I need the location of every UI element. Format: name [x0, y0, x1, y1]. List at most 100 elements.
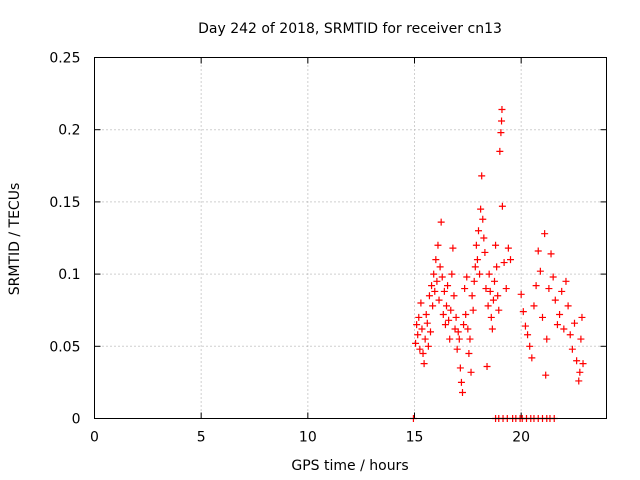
- data-point-marker: [444, 282, 452, 290]
- data-point-marker: [455, 335, 463, 343]
- data-point-marker: [507, 256, 514, 264]
- data-point-marker: [439, 311, 447, 319]
- chart-title: Day 242 of 2018, SRMTID for receiver cn1…: [198, 21, 502, 37]
- data-point-marker: [562, 277, 570, 285]
- data-point-marker: [575, 377, 583, 385]
- data-point-marker: [434, 241, 442, 249]
- data-point-marker: [577, 335, 585, 343]
- x-axis-label: GPS time / hours: [291, 458, 408, 474]
- data-point-marker: [576, 368, 584, 376]
- data-point-marker: [424, 342, 432, 350]
- data-point-marker: [475, 227, 482, 235]
- data-point-marker: [558, 287, 566, 295]
- data-point-marker: [414, 331, 422, 339]
- data-point-marker: [452, 313, 460, 321]
- data-point-marker: [427, 328, 434, 336]
- data-point-marker: [430, 270, 438, 278]
- data-point-marker: [421, 335, 429, 343]
- data-point-marker: [461, 285, 469, 293]
- data-point-marker: [477, 205, 485, 213]
- x-tick-label: 0: [90, 430, 99, 446]
- data-point-marker: [504, 244, 512, 252]
- data-point-marker: [532, 282, 540, 290]
- y-tick-label: 0.05: [49, 339, 80, 355]
- data-point-marker: [420, 360, 428, 368]
- data-point-marker: [464, 325, 472, 333]
- data-point-marker: [467, 368, 475, 376]
- data-point-marker: [479, 215, 487, 223]
- data-point-marker: [528, 354, 536, 362]
- data-point-marker: [449, 244, 457, 252]
- axis-ticks: 0 5 10 15 20 0 0.05 0.1 0.15 0.2 0.25: [49, 51, 607, 446]
- data-point-marker: [418, 325, 426, 333]
- data-point-marker: [431, 287, 439, 295]
- data-point-marker: [412, 339, 420, 347]
- data-point-marker: [560, 325, 568, 333]
- data-point-marker: [573, 357, 581, 365]
- data-point-marker: [498, 202, 506, 210]
- data-point-marker: [446, 335, 454, 343]
- data-point-marker: [450, 292, 458, 300]
- data-point-marker: [476, 270, 484, 278]
- y-tick-label: 0.15: [49, 195, 80, 211]
- data-point-marker: [435, 296, 443, 304]
- x-tick-label: 15: [406, 430, 424, 446]
- data-point-marker: [454, 328, 462, 336]
- data-point-marker: [428, 282, 436, 290]
- data-point-marker: [498, 105, 506, 113]
- data-point-marker: [571, 319, 578, 327]
- data-point-marker: [539, 313, 546, 321]
- data-point-marker: [543, 335, 551, 343]
- data-point-marker: [429, 302, 437, 310]
- data-point-marker: [471, 263, 479, 271]
- data-point-marker: [498, 117, 506, 125]
- y-tick-label: 0.1: [58, 267, 80, 283]
- y-axis-label: SRMTID / TECUs: [7, 183, 23, 296]
- data-point-marker: [564, 302, 572, 310]
- data-point-marker: [465, 350, 473, 358]
- data-point-marker: [545, 285, 553, 293]
- data-point-marker: [466, 335, 474, 343]
- y-tick-label: 0: [72, 412, 81, 428]
- grid-lines: [94, 57, 607, 419]
- data-point-marker: [519, 308, 527, 316]
- data-point-marker: [453, 345, 461, 353]
- data-point-marker: [437, 218, 445, 226]
- data-point-marker: [541, 230, 549, 238]
- data-point-marker: [470, 277, 478, 285]
- data-point-marker: [542, 371, 550, 379]
- data-point-marker: [432, 256, 440, 264]
- data-point-marker: [473, 256, 481, 264]
- data-point-marker: [494, 292, 502, 300]
- data-point-marker: [551, 296, 559, 304]
- data-point-marker: [440, 287, 448, 295]
- data-point-marker: [417, 299, 425, 307]
- data-point-marker: [436, 263, 444, 271]
- data-point-marker: [468, 292, 476, 300]
- x-tick-label: 5: [197, 430, 206, 446]
- data-point-marker: [579, 360, 587, 368]
- data-point-marker: [495, 306, 503, 314]
- data-point-marker: [530, 302, 538, 310]
- data-point-marker: [413, 321, 421, 329]
- data-point-marker: [416, 345, 424, 353]
- data-point-marker: [463, 273, 471, 281]
- data-point-marker: [483, 363, 491, 371]
- y-tick-label: 0.2: [58, 123, 80, 139]
- data-point-marker: [480, 234, 488, 242]
- data-point-marker: [556, 311, 564, 319]
- data-point-marker: [443, 302, 450, 310]
- data-point-marker: [447, 306, 455, 314]
- data-point-marker: [549, 273, 557, 281]
- data-point-marker: [484, 302, 492, 310]
- data-point-marker: [500, 259, 508, 267]
- data-point-marker: [415, 313, 423, 321]
- data-point-marker: [481, 248, 489, 256]
- data-point-marker: [448, 270, 456, 278]
- data-point-marker: [547, 250, 555, 258]
- data-point-marker: [423, 319, 431, 327]
- x-tick-label: 20: [512, 430, 530, 446]
- y-tick-label: 0.25: [49, 51, 80, 67]
- data-point-marker: [578, 313, 586, 321]
- data-point-marker: [486, 287, 494, 295]
